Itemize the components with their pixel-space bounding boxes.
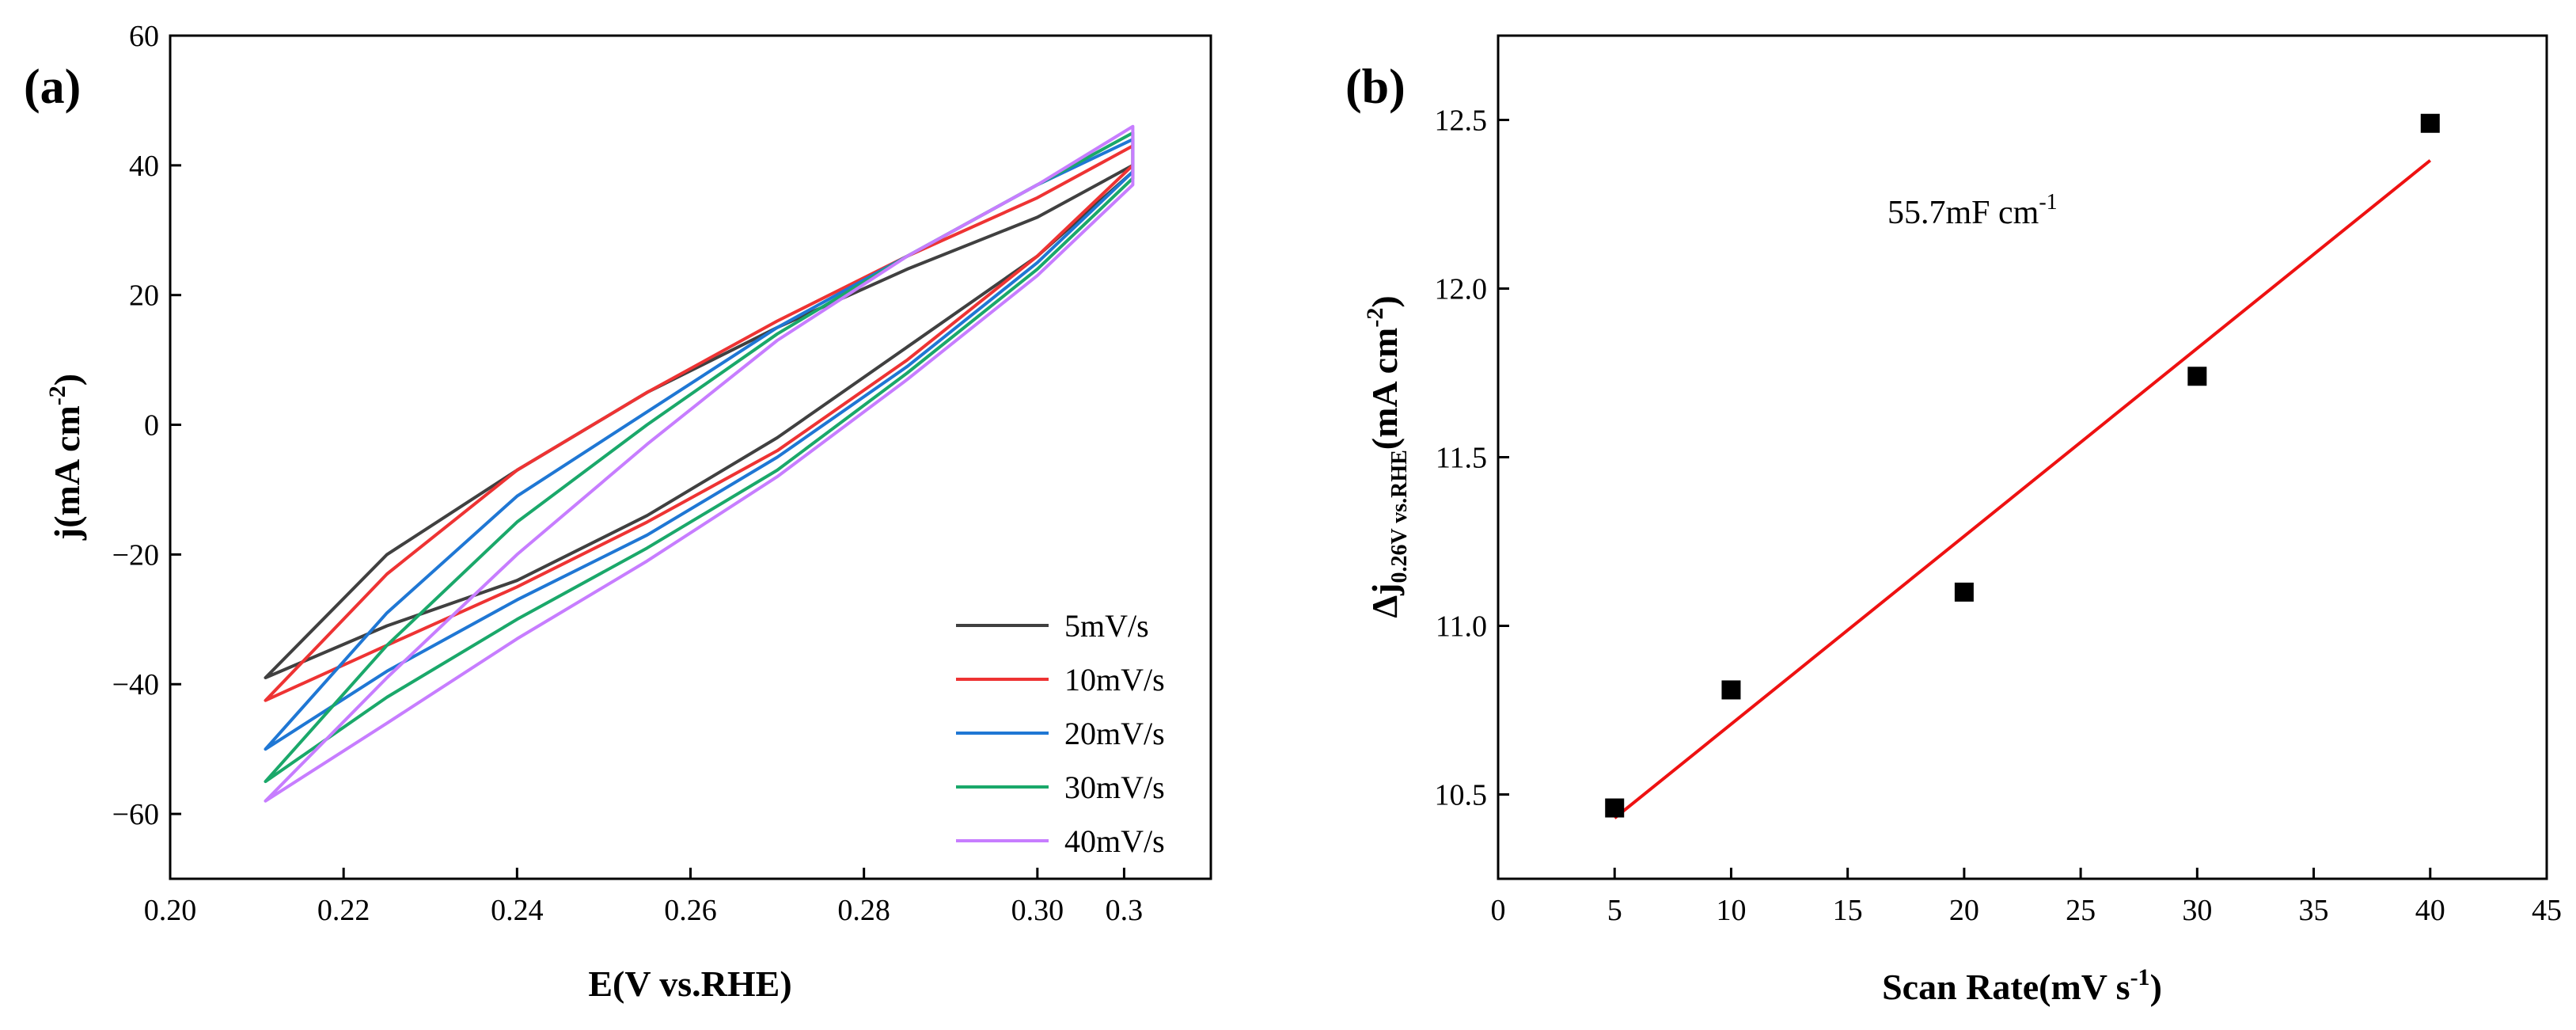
x-tick-label: 15 <box>1833 894 1863 927</box>
linear-fit-line <box>1613 159 2432 819</box>
panel-b-y-title-sub: 0.26V vs.RHE <box>1387 450 1412 583</box>
panel-b-capacitance-annotation: 55.7mF cm-1 <box>1887 190 2058 231</box>
y-tick-label: 20 <box>129 279 159 313</box>
x-tick-label: 0.30 <box>1011 894 1064 927</box>
panel-b: (b) 0 5 10 15 20 25 30 35 40 45 10.5 11.0 11.5 12.0 12… <box>1345 34 2563 1007</box>
panel-b-y-title-sup: -2 <box>1362 308 1388 328</box>
panel-a-label: (a) <box>24 60 81 114</box>
panel-a-ticks: 0.20 0.22 0.24 0.26 0.28 0.30 0.3 −60 −40 −20 0 20 4… <box>112 20 1144 927</box>
panel-a-series-group <box>264 124 1135 803</box>
x-tick-label: 0.24 <box>491 894 544 927</box>
data-point-square <box>1605 798 1625 818</box>
y-tick-label: 11.5 <box>1436 442 1487 475</box>
legend-label: 5mV/s <box>1064 608 1149 644</box>
y-tick-label: 12.5 <box>1435 105 1488 138</box>
y-tick-label: 0 <box>144 409 159 443</box>
panel-a-y-title-tail: ) <box>47 374 87 386</box>
x-tick-label: 0.28 <box>837 894 890 927</box>
y-tick-label: 40 <box>129 150 159 183</box>
x-tick-label: 0.3 <box>1106 894 1144 927</box>
y-tick-label: 10.5 <box>1435 779 1488 812</box>
panel-b-fit-group <box>1613 159 2432 819</box>
x-tick-label: 30 <box>2182 894 2212 927</box>
legend-label: 30mV/s <box>1064 770 1165 805</box>
x-tick-label: 0 <box>1491 894 1506 927</box>
panel-b-y-title-tail: ) <box>1364 295 1405 307</box>
x-tick-label: 0.26 <box>664 894 717 927</box>
panel-b-annotation-main: 55.7mF cm <box>1887 195 2039 231</box>
panel-a-axes-frame <box>169 34 1212 880</box>
legend-label: 20mV/s <box>1064 716 1165 751</box>
cv-loop-10mvs <box>264 144 1135 702</box>
x-tick-label: 45 <box>2532 894 2562 927</box>
y-tick-label: 60 <box>129 20 159 53</box>
x-tick-label: 40 <box>2415 894 2445 927</box>
x-tick-label: 20 <box>1949 894 1979 927</box>
data-point-square <box>2420 113 2440 133</box>
panel-b-axes-frame <box>1497 34 2548 880</box>
panel-a-x-axis-title: E(V vs.RHE) <box>588 963 791 1004</box>
y-tick-label: 12.0 <box>1435 273 1488 306</box>
panel-b-x-title-sup: -1 <box>2130 964 2150 990</box>
panel-a: (a) 0.20 0.22 0.24 0.26 0.28 0.30 0.3 −60 −40 −20… <box>24 20 1212 1004</box>
legend-label: 40mV/s <box>1064 823 1165 859</box>
x-tick-label: 25 <box>2066 894 2096 927</box>
panel-b-label: (b) <box>1345 60 1406 114</box>
panel-b-x-title-tail: ) <box>2150 967 2162 1007</box>
data-point-square <box>1954 582 1974 602</box>
y-tick-label: 11.0 <box>1436 610 1487 644</box>
panel-b-x-axis-title: Scan Rate(mV s-1) <box>1882 964 2162 1007</box>
data-point-square <box>2187 367 2207 386</box>
x-tick-label: 0.20 <box>144 894 197 927</box>
y-tick-label: −40 <box>112 668 159 701</box>
data-point-square <box>1721 680 1741 700</box>
x-tick-label: 5 <box>1607 894 1622 927</box>
cv-loop-40mvs <box>264 124 1135 803</box>
panel-b-y-title-delta: Δj <box>1364 583 1405 618</box>
panel-b-ticks: 0 5 10 15 20 25 30 35 40 45 10.5 11.0 11.5 12.0 12.5 <box>1435 105 2563 928</box>
panel-b-points-group <box>1605 113 2440 818</box>
panel-a-y-axis-title: j(mA cm-2) <box>44 374 87 541</box>
cv-loop-5mvs <box>264 163 1135 679</box>
x-tick-label: 0.22 <box>317 894 370 927</box>
x-tick-label: 35 <box>2299 894 2329 927</box>
panel-b-y-axis-title: Δj0.26V vs.RHE(mA cm-2) <box>1362 295 1412 618</box>
y-tick-label: −20 <box>112 538 159 572</box>
panel-a-legend: 5mV/s 10mV/s 20mV/s 30mV/s 40mV/s <box>956 608 1165 859</box>
panel-a-y-title-sup: -2 <box>44 386 70 405</box>
panel-b-annotation-sup: -1 <box>2039 190 2057 215</box>
panel-b-y-title-main: (mA cm <box>1364 328 1405 450</box>
panel-a-y-title-main: j(mA cm <box>47 405 87 541</box>
panel-b-x-title-main: Scan Rate(mV s <box>1882 967 2130 1007</box>
legend-label: 10mV/s <box>1064 662 1165 697</box>
y-tick-label: −60 <box>112 798 159 831</box>
x-tick-label: 10 <box>1716 894 1746 927</box>
